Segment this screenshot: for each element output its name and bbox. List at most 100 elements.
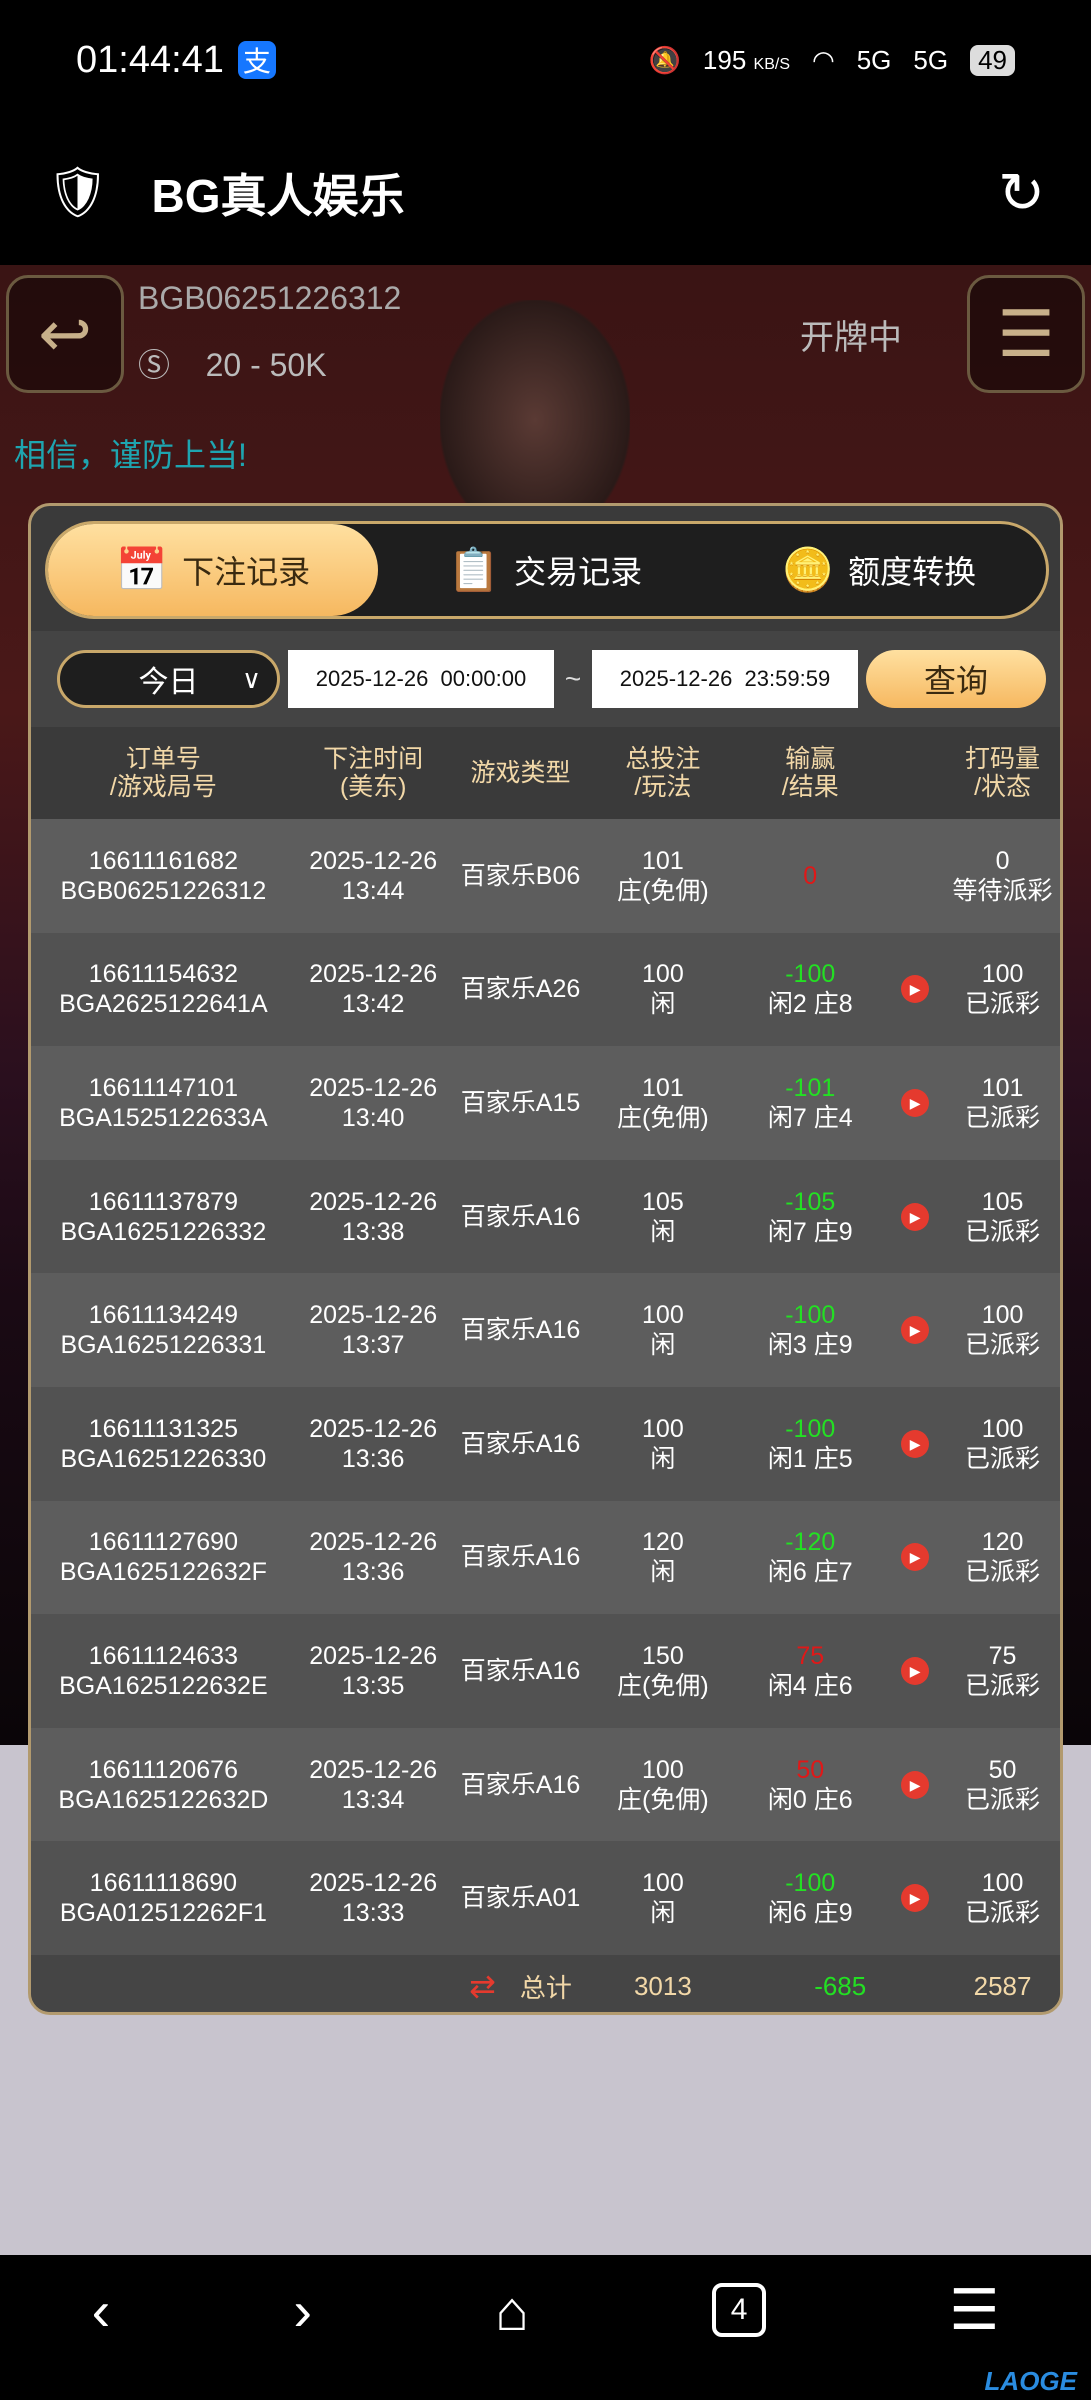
bet-play: 闲 — [650, 1331, 676, 1360]
replay-play-icon[interactable]: ▶ — [901, 1088, 930, 1117]
bet-amount: 100 — [642, 1755, 684, 1784]
win-loss: -100 — [785, 1869, 836, 1898]
round-id: BGA16251226330 — [60, 1444, 267, 1473]
win-loss: -100 — [785, 960, 836, 989]
valid-bet: 0 — [995, 846, 1010, 875]
start-date-input[interactable]: 2025-12-26 00:00:00 — [288, 650, 554, 708]
valid-bet: 50 — [988, 1755, 1017, 1784]
bet-time: 13:34 — [341, 1785, 405, 1814]
bet-amount: 120 — [642, 1528, 684, 1557]
tab-bet-records[interactable]: 📅 下注记录 — [48, 524, 378, 616]
valid-bet: 100 — [981, 1869, 1024, 1898]
win-loss: -101 — [785, 1073, 836, 1102]
swap-icon[interactable]: ⇄ — [469, 1968, 496, 2004]
bet-amount: 100 — [642, 1414, 684, 1443]
round-id: BGA2625122641A — [59, 990, 268, 1019]
game-type: 百家乐A15 — [460, 1088, 581, 1117]
game-result: 闲6 庄9 — [767, 1899, 853, 1928]
game-result: 闲3 庄9 — [767, 1331, 853, 1360]
bet-amount: 150 — [642, 1641, 684, 1670]
nav-bar-bottom — [0, 2365, 1091, 2400]
bet-time: 13:35 — [341, 1671, 405, 1700]
payout-status: 已派彩 — [965, 1899, 1041, 1928]
order-id: 16611134249 — [88, 1301, 238, 1330]
refresh-button[interactable]: ↻ — [998, 160, 1045, 224]
game-type: 百家乐A16 — [460, 1656, 581, 1685]
bet-play: 闲 — [650, 1217, 676, 1246]
valid-bet: 120 — [981, 1528, 1024, 1557]
calendar-icon: 📅 — [115, 545, 169, 593]
round-id: BGA1525122633A — [59, 1103, 268, 1132]
bet-time: 13:42 — [341, 990, 405, 1019]
dollar-icon: Ⓢ — [138, 347, 171, 383]
game-result: 闲2 庄8 — [767, 990, 853, 1019]
replay-play-icon[interactable]: ▶ — [901, 1770, 930, 1799]
tab-credit-transfer[interactable]: 🪙 额度转换 — [781, 545, 977, 593]
back-icon[interactable]: ‹ — [91, 2278, 111, 2342]
game-result: 闲1 庄5 — [767, 1444, 853, 1473]
win-loss: 0 — [803, 861, 818, 890]
game-result: 闲0 庄6 — [767, 1785, 853, 1814]
back-button[interactable]: ↩ — [6, 275, 124, 393]
valid-bet: 100 — [981, 1414, 1024, 1443]
bet-limit: Ⓢ 20 - 50K — [138, 347, 327, 383]
replay-play-icon[interactable]: ▶ — [901, 975, 930, 1004]
table-row: 16611131325 BGA16251226330 2025-12-26 13:3… — [31, 1386, 1060, 1501]
bet-date: 2025-12-26 — [309, 960, 438, 989]
bet-date: 2025-12-26 — [309, 1414, 438, 1443]
win-loss: -100 — [785, 1301, 836, 1330]
query-button[interactable]: 查询 — [866, 650, 1046, 708]
order-id: 16611124633 — [88, 1641, 238, 1670]
bet-date: 2025-12-26 — [309, 1869, 438, 1898]
bet-time: 13:38 — [341, 1217, 405, 1246]
payout-status: 等待派彩 — [952, 876, 1053, 905]
replay-play-icon[interactable]: ▶ — [901, 1543, 930, 1572]
win-loss: -105 — [785, 1187, 836, 1216]
bet-date: 2025-12-26 — [309, 1187, 438, 1216]
replay-play-icon[interactable]: ▶ — [901, 1656, 930, 1685]
order-id: 16611127690 — [88, 1528, 238, 1557]
win-loss: -120 — [785, 1528, 836, 1557]
order-id: 16611154632 — [88, 960, 238, 989]
round-id: BGA1625122632D — [58, 1785, 269, 1814]
bet-amount: 100 — [642, 1869, 684, 1898]
game-type: 百家乐B06 — [460, 861, 581, 890]
game-result: 闲7 庄9 — [767, 1217, 853, 1246]
tab-transaction-records[interactable]: 📋 交易记录 — [447, 545, 643, 593]
valid-bet: 75 — [988, 1641, 1017, 1670]
forward-icon[interactable]: › — [293, 2278, 312, 2342]
replay-play-icon[interactable]: ▶ — [901, 1316, 930, 1345]
tabs-button[interactable]: 4 — [712, 2283, 767, 2337]
record-list: 16611161682 BGB06251226312 2025-12-26 13:4… — [31, 819, 1060, 1955]
app-title: BG真人娱乐 — [151, 169, 405, 222]
home-icon[interactable]: ⌂ — [495, 2278, 529, 2342]
order-id: 16611161682 — [88, 846, 238, 875]
payout-status: 已派彩 — [965, 1785, 1041, 1814]
menu-icon[interactable]: ☰ — [949, 2278, 1000, 2341]
end-date-input[interactable]: 2025-12-26 23:59:59 — [592, 650, 858, 708]
bet-amount: 100 — [642, 960, 684, 989]
payout-status: 已派彩 — [965, 1331, 1041, 1360]
replay-play-icon[interactable]: ▶ — [901, 1884, 930, 1913]
payout-status: 已派彩 — [965, 1671, 1041, 1700]
mute-icon: 🔕 — [648, 44, 681, 75]
menu-button[interactable]: ☰ — [967, 275, 1085, 393]
table-row: 16611124633 BGA1625122632E 2025-12-26 13:3… — [31, 1614, 1060, 1728]
replay-play-icon[interactable]: ▶ — [901, 1202, 930, 1231]
table-id: BGB06251226312 — [138, 280, 402, 316]
game-type: 百家乐A26 — [460, 975, 581, 1004]
game-type: 百家乐A16 — [460, 1316, 581, 1345]
wifi-icon: ◠ — [812, 44, 835, 75]
payout-status: 已派彩 — [965, 990, 1041, 1019]
game-type: 百家乐A01 — [460, 1884, 581, 1913]
game-result: 闲6 庄7 — [767, 1558, 853, 1587]
replay-play-icon[interactable]: ▶ — [901, 1429, 930, 1458]
bet-play: 闲 — [650, 1899, 676, 1928]
system-nav-bar: ‹ › ⌂ 4 ☰ — [0, 2255, 1091, 2365]
bet-time: 13:36 — [341, 1444, 405, 1473]
valid-bet: 100 — [981, 1301, 1024, 1330]
filter-bar: 今日 ∨ 2025-12-26 00:00:00 ~ 2025-12-26 23:… — [31, 631, 1060, 727]
period-select[interactable]: 今日 ∨ — [57, 650, 280, 708]
bet-record-dialog: 📅 下注记录 📋 交易记录 🪙 额度转换 今日 ∨ 2025-12-26 00:00:0… — [28, 503, 1063, 2015]
table-row: 16611120676 BGA1625122632D 2025-12-26 13:3… — [31, 1727, 1060, 1842]
